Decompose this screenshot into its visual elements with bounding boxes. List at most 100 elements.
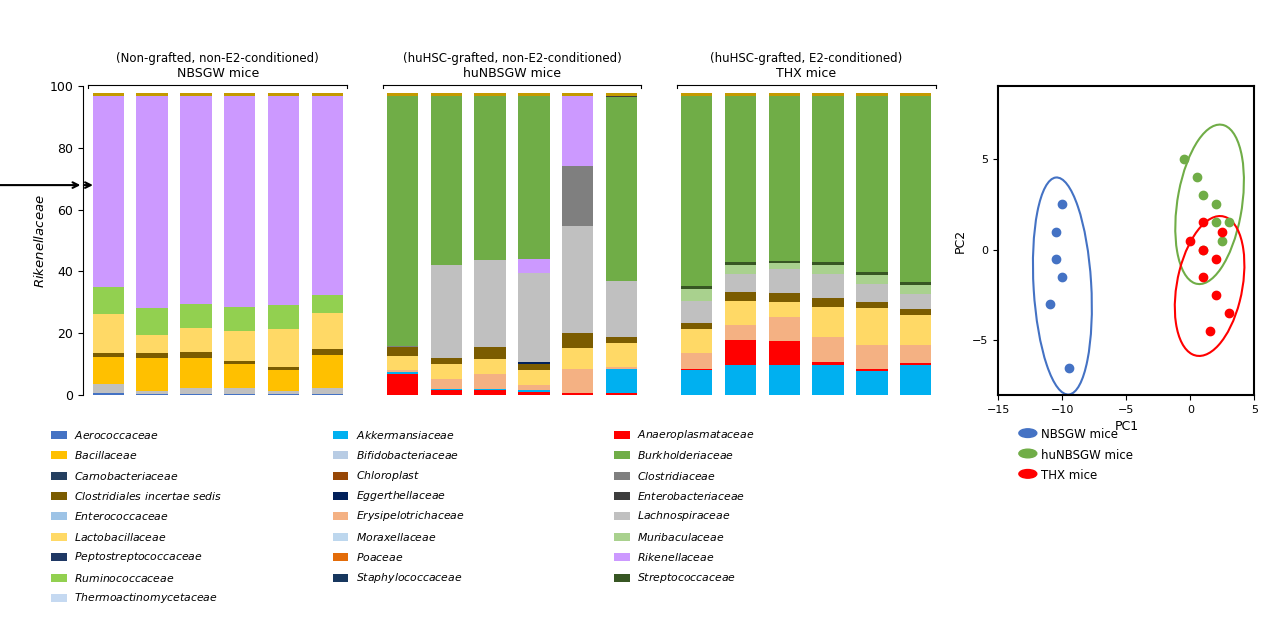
Bar [92, 384, 124, 394]
Text: $\it{Peptostreptococcaceae}$: $\it{Peptostreptococcaceae}$ [74, 550, 204, 564]
Bar [562, 93, 594, 96]
Bar [605, 367, 637, 369]
Text: $\it{Akkermansiaceae}$: $\it{Akkermansiaceae}$ [356, 429, 454, 441]
Text: (Non-grafted, non-E2-conditioned): (Non-grafted, non-E2-conditioned) [116, 52, 319, 65]
Bar [387, 346, 419, 347]
Bar [562, 165, 594, 226]
Bar [724, 301, 756, 325]
Bar [224, 96, 255, 307]
Bar [681, 96, 712, 286]
Text: NBSGW mice: NBSGW mice [1041, 428, 1117, 442]
Bar [518, 384, 549, 391]
Bar [813, 274, 844, 298]
Bar [475, 93, 506, 96]
Bar [92, 353, 124, 357]
Bar [724, 292, 756, 301]
Bar [562, 96, 594, 165]
Text: THX mice: THX mice [1041, 469, 1097, 482]
Bar [605, 369, 637, 394]
Text: $\it{Clostridiaceae}$: $\it{Clostridiaceae}$ [637, 470, 717, 482]
Text: $\it{Enterococcaceae}$: $\it{Enterococcaceae}$ [74, 510, 169, 523]
Bar [681, 301, 712, 323]
Text: $\it{Bacillaceae}$: $\it{Bacillaceae}$ [74, 449, 138, 462]
Bar [92, 314, 124, 353]
Bar [681, 93, 712, 96]
Bar [724, 262, 756, 265]
Bar [605, 96, 637, 97]
Bar [387, 370, 419, 372]
Text: huNBSGW mice: huNBSGW mice [463, 67, 561, 80]
Bar [312, 349, 343, 355]
Bar [137, 96, 168, 308]
Bar [813, 337, 844, 362]
Bar [518, 362, 549, 364]
Text: $\it{Poaceae}$: $\it{Poaceae}$ [356, 551, 403, 563]
Bar [900, 346, 932, 363]
Bar [900, 282, 932, 285]
Bar [387, 347, 419, 356]
Bar [224, 361, 255, 364]
Text: (huHSC-grafted, non-E2-conditioned): (huHSC-grafted, non-E2-conditioned) [403, 52, 621, 65]
Bar [180, 388, 211, 394]
Bar [137, 93, 168, 96]
Bar [724, 365, 756, 395]
Bar [605, 93, 637, 96]
Text: $\it{Enterobacteriaceae}$: $\it{Enterobacteriaceae}$ [637, 490, 745, 502]
Bar [387, 375, 419, 395]
Bar [430, 379, 462, 389]
Bar [475, 374, 506, 389]
Bar [681, 369, 712, 370]
Bar [137, 358, 168, 391]
Bar [387, 356, 419, 370]
Bar [856, 272, 887, 275]
Bar [387, 372, 419, 375]
Bar [518, 370, 549, 384]
Bar [769, 268, 800, 292]
Bar [268, 329, 300, 367]
Bar [769, 341, 800, 365]
Bar [856, 93, 887, 96]
Bar [724, 325, 756, 341]
Bar [769, 292, 800, 302]
Bar [180, 394, 211, 395]
Y-axis label: PC2: PC2 [954, 228, 966, 253]
Bar [813, 362, 844, 365]
Bar [92, 357, 124, 384]
Text: $\it{Clostridiales\ incertae\ sedis}$: $\it{Clostridiales\ incertae\ sedis}$ [74, 490, 223, 502]
Bar [387, 93, 419, 96]
Bar [312, 96, 343, 295]
Bar [180, 304, 211, 328]
Bar [92, 394, 124, 395]
Bar [562, 348, 594, 369]
Bar [475, 96, 506, 260]
Bar [900, 365, 932, 395]
Bar [769, 365, 800, 395]
Text: (huHSC-grafted, E2-conditioned): (huHSC-grafted, E2-conditioned) [710, 52, 902, 65]
Bar [224, 388, 255, 394]
Bar [900, 96, 932, 282]
Text: $\it{Lactobacillaceae}$: $\it{Lactobacillaceae}$ [74, 531, 166, 543]
Bar [856, 308, 887, 345]
Bar [813, 93, 844, 96]
Text: NBSGW mice: NBSGW mice [177, 67, 259, 80]
Bar [518, 93, 549, 96]
Text: $\it{Anaeroplasmataceae}$: $\it{Anaeroplasmataceae}$ [637, 428, 755, 442]
Bar [430, 96, 462, 265]
Bar [137, 335, 168, 354]
Text: $\it{Chloroplast}$: $\it{Chloroplast}$ [356, 469, 420, 482]
Bar [518, 364, 549, 370]
Text: $\it{Lachnospiraceae}$: $\it{Lachnospiraceae}$ [637, 510, 731, 523]
Text: $\it{Moraxellaceae}$: $\it{Moraxellaceae}$ [356, 531, 436, 543]
Bar [137, 354, 168, 358]
Bar [224, 364, 255, 388]
Bar [475, 389, 506, 391]
Bar [769, 263, 800, 268]
Bar [769, 96, 800, 261]
Bar [180, 93, 211, 96]
Text: $\it{Burkholderiaceae}$: $\it{Burkholderiaceae}$ [637, 449, 735, 462]
Bar [268, 93, 300, 96]
Bar [312, 355, 343, 388]
Bar [724, 93, 756, 96]
Bar [562, 226, 594, 333]
Bar [430, 391, 462, 395]
